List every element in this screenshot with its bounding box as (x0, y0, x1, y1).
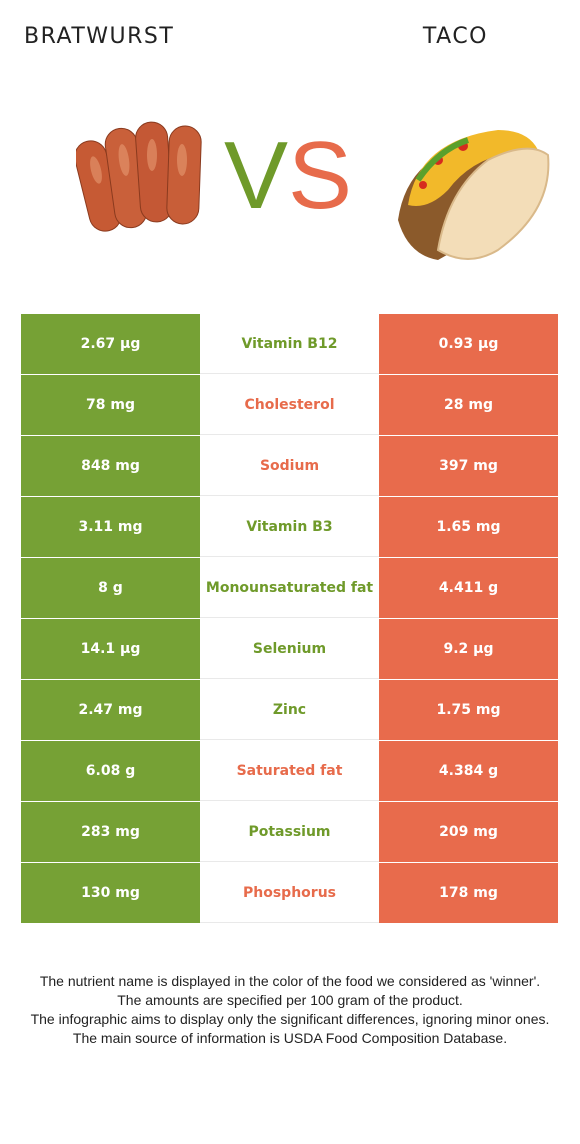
table-row: 130 mg Phosphorus 178 mg (21, 863, 558, 924)
vs-label: VS (224, 128, 352, 224)
table-row: 3.11 mg Vitamin B3 1.65 mg (21, 497, 558, 558)
nutrient-name: Sodium (200, 436, 379, 496)
taco-value: 28 mg (379, 375, 558, 435)
taco-value: 0.93 µg (379, 314, 558, 374)
bratwurst-value: 14.1 µg (21, 619, 200, 679)
table-row: 848 mg Sodium 397 mg (21, 436, 558, 497)
bratwurst-value: 78 mg (21, 375, 200, 435)
table-row: 2.67 µg Vitamin B12 0.93 µg (21, 314, 558, 375)
nutrient-name: Saturated fat (200, 741, 379, 801)
bratwurst-value: 2.47 mg (21, 680, 200, 740)
bratwurst-image (76, 121, 202, 232)
footer-notes: The nutrient name is displayed in the co… (20, 972, 560, 1048)
nutrient-name: Vitamin B3 (200, 497, 379, 557)
table-row: 8 g Monounsaturated fat 4.411 g (21, 558, 558, 619)
table-row: 78 mg Cholesterol 28 mg (21, 375, 558, 436)
taco-title: TACO (422, 24, 488, 49)
taco-value: 209 mg (379, 802, 558, 862)
taco-value: 9.2 µg (379, 619, 558, 679)
bratwurst-value: 3.11 mg (21, 497, 200, 557)
footer-line: The main source of information is USDA F… (72, 1030, 508, 1046)
footer-line: The nutrient name is displayed in the co… (39, 973, 541, 989)
taco-value: 178 mg (379, 863, 558, 923)
nutrient-name: Phosphorus (200, 863, 379, 923)
table-row: 283 mg Potassium 209 mg (21, 802, 558, 863)
taco-image (398, 130, 550, 260)
table-row: 14.1 µg Selenium 9.2 µg (21, 619, 558, 680)
taco-value: 4.384 g (379, 741, 558, 801)
table-row: 2.47 mg Zinc 1.75 mg (21, 680, 558, 741)
bratwurst-value: 6.08 g (21, 741, 200, 801)
bratwurst-value: 848 mg (21, 436, 200, 496)
bratwurst-value: 130 mg (21, 863, 200, 923)
taco-value: 397 mg (379, 436, 558, 496)
bratwurst-value: 2.67 µg (21, 314, 200, 374)
nutrient-name: Vitamin B12 (200, 314, 379, 374)
comparison-table: 2.67 µg Vitamin B12 0.93 µg 78 mg Choles… (21, 314, 558, 924)
nutrient-name: Monounsaturated fat (200, 558, 379, 618)
nutrient-name: Potassium (200, 802, 379, 862)
taco-value: 1.75 mg (379, 680, 558, 740)
nutrient-name: Selenium (200, 619, 379, 679)
vs-s: S (288, 122, 353, 229)
taco-value: 4.411 g (379, 558, 558, 618)
nutrient-name: Zinc (200, 680, 379, 740)
vs-v: V (224, 122, 289, 229)
bratwurst-title: BRATWURST (24, 24, 175, 49)
footer-line: The infographic aims to display only the… (30, 1011, 550, 1027)
table-row: 6.08 g Saturated fat 4.384 g (21, 741, 558, 802)
footer-line: The amounts are specified per 100 gram o… (117, 992, 463, 1008)
bratwurst-value: 8 g (21, 558, 200, 618)
nutrient-name: Cholesterol (200, 375, 379, 435)
bratwurst-value: 283 mg (21, 802, 200, 862)
taco-value: 1.65 mg (379, 497, 558, 557)
